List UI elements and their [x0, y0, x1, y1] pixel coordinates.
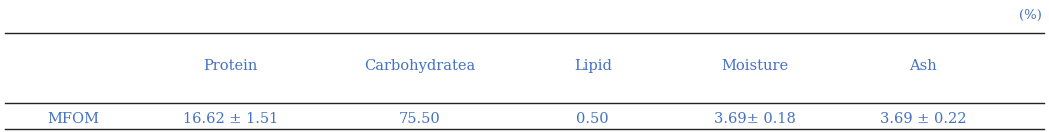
- Text: Moisture: Moisture: [722, 59, 789, 73]
- Text: Lipid: Lipid: [574, 59, 612, 73]
- Text: 16.62 ± 1.51: 16.62 ± 1.51: [184, 112, 278, 126]
- Text: Ash: Ash: [909, 59, 937, 73]
- Text: 3.69 ± 0.22: 3.69 ± 0.22: [880, 112, 966, 126]
- Text: 0.50: 0.50: [576, 112, 609, 126]
- Text: 3.69± 0.18: 3.69± 0.18: [714, 112, 796, 126]
- Text: 75.50: 75.50: [399, 112, 441, 126]
- Text: Protein: Protein: [204, 59, 258, 73]
- Text: MFOM: MFOM: [47, 112, 100, 126]
- Text: (%): (%): [1019, 9, 1042, 22]
- Text: Carbohydratea: Carbohydratea: [364, 59, 475, 73]
